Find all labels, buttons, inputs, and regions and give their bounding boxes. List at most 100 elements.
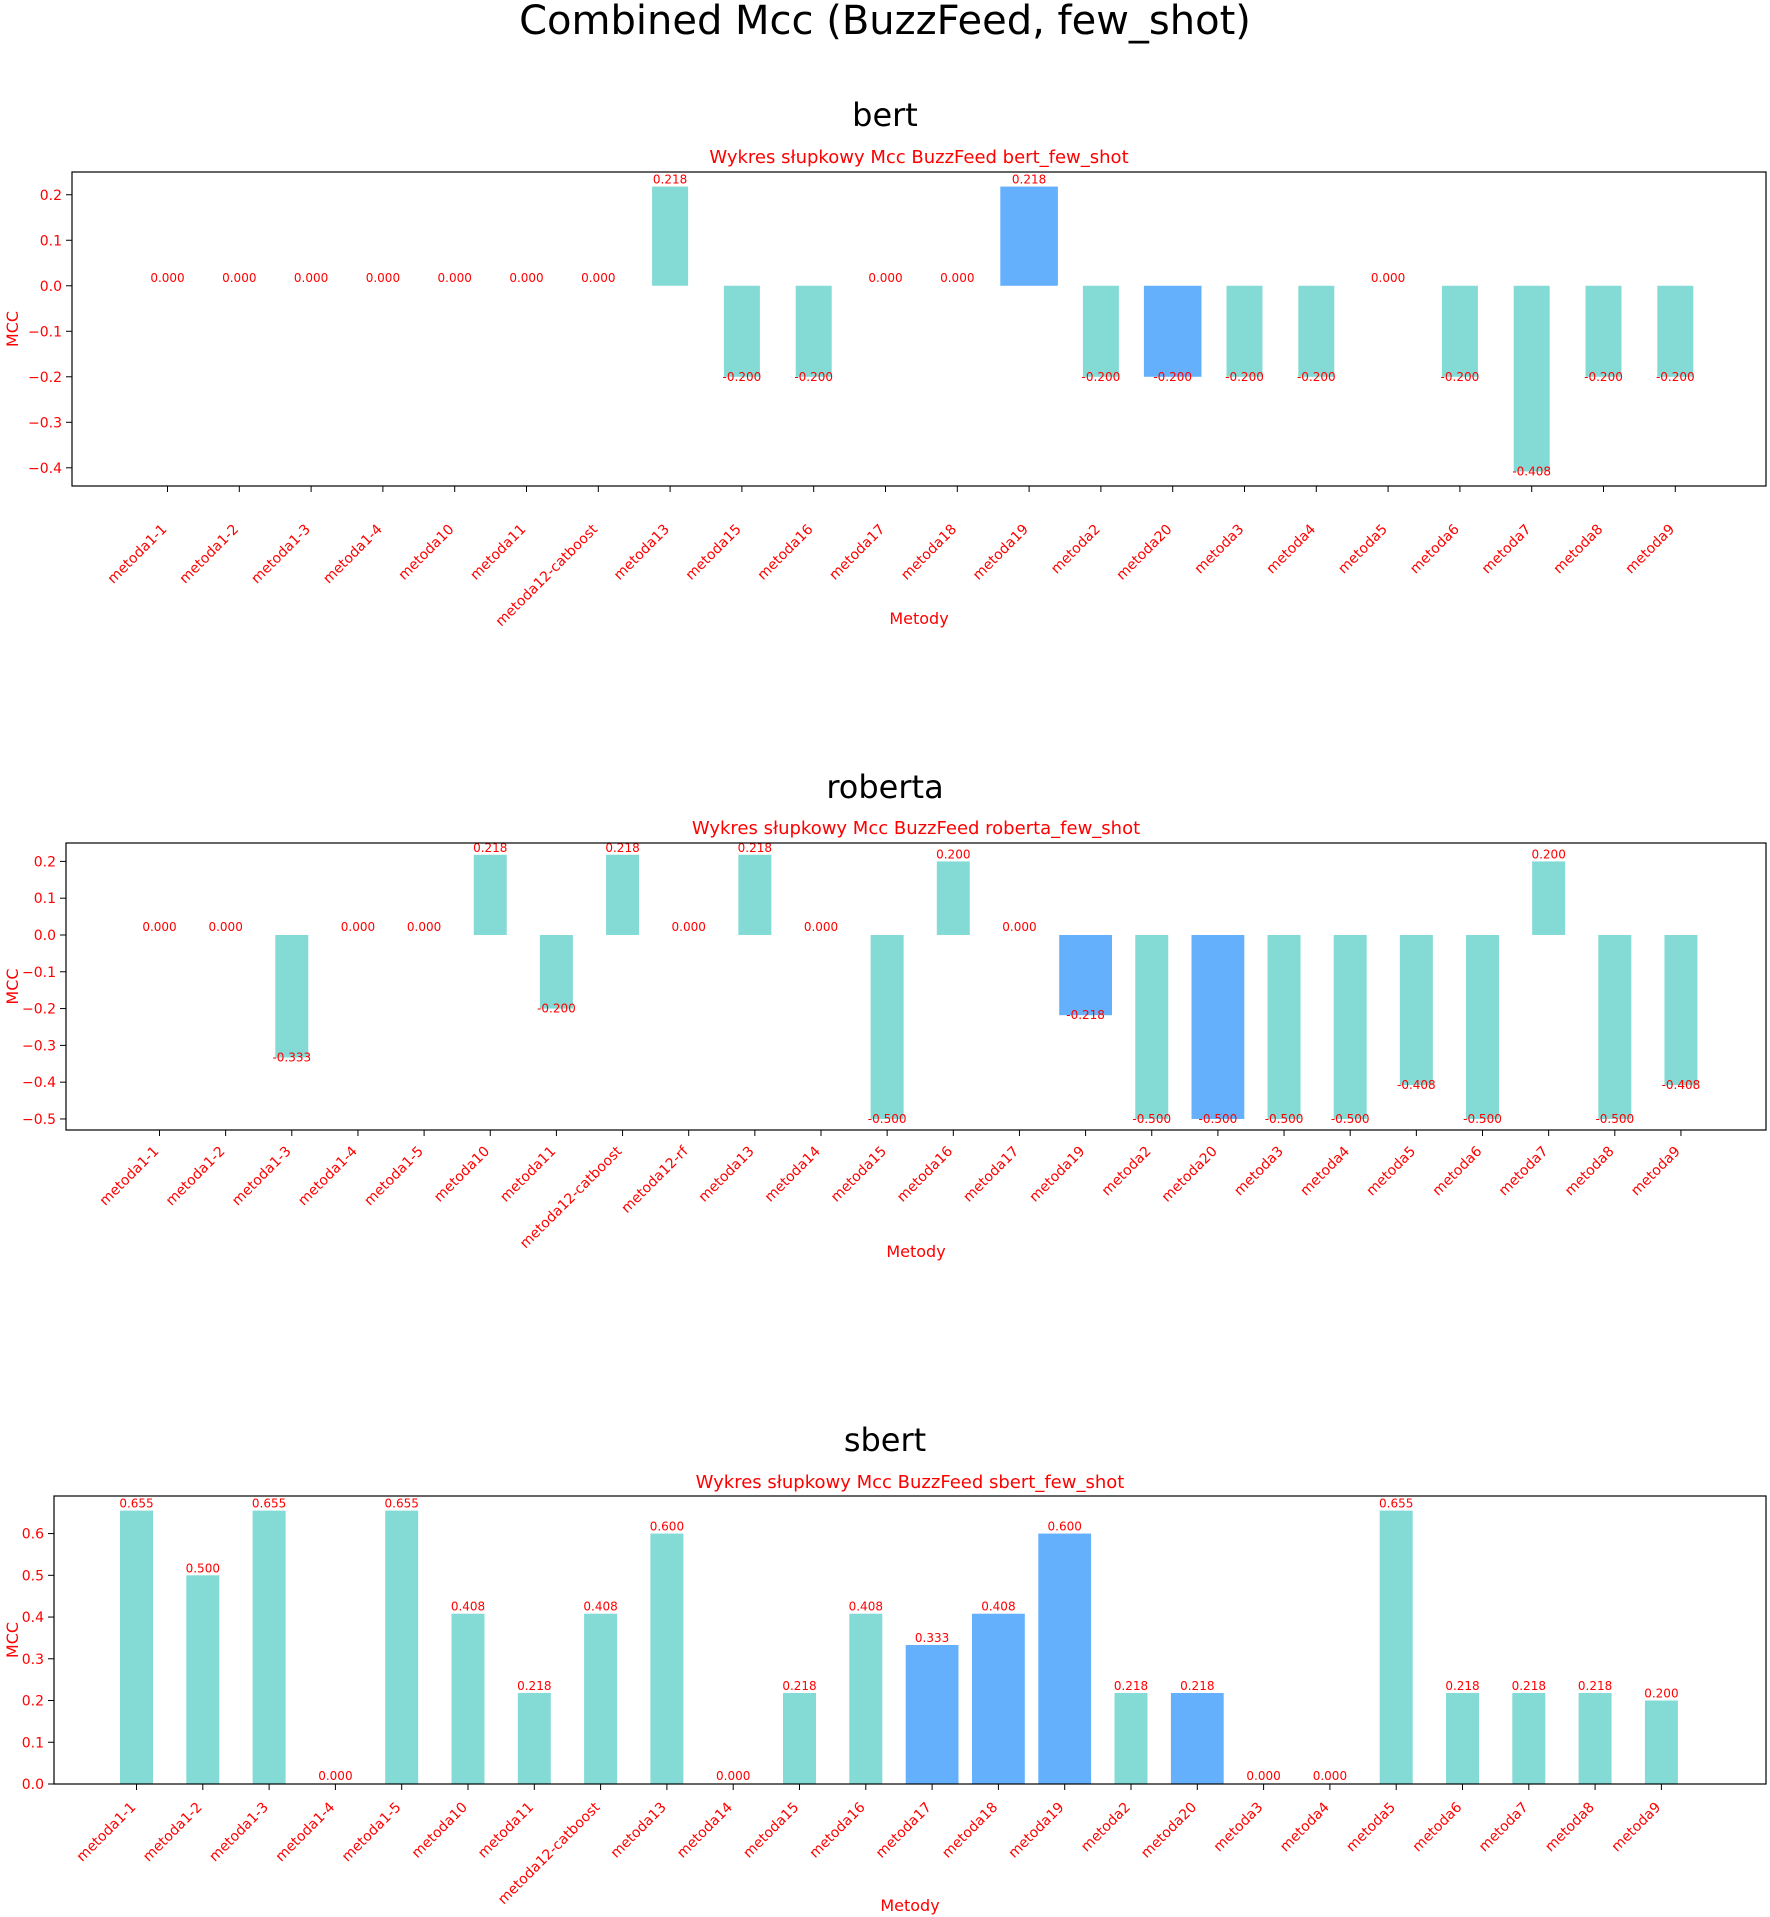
value-label-metoda12-catboost: 0.218 <box>605 841 639 855</box>
value-label-metoda19: 0.218 <box>1012 173 1046 187</box>
bar-metoda13 <box>652 186 689 286</box>
value-label-metoda16: 0.200 <box>936 847 970 861</box>
bar-metoda12-catboost <box>606 854 640 935</box>
value-label-metoda11: 0.218 <box>517 1679 551 1693</box>
value-label-metoda8: -0.200 <box>1584 370 1623 384</box>
panel-title-roberta: roberta <box>826 768 943 806</box>
x-tick-label-metoda19: metoda19 <box>970 522 1032 584</box>
value-label-metoda12-catboost: 0.408 <box>583 1600 617 1614</box>
value-label-metoda15: -0.200 <box>723 370 762 384</box>
value-label-metoda1-2: 0.000 <box>222 271 256 285</box>
figure-title: Combined Mcc (BuzzFeed, few_shot) <box>519 0 1251 44</box>
y-tick-label: 0.2 <box>40 188 62 204</box>
plot-frame <box>65 842 1767 1131</box>
bar-metoda9 <box>1644 1700 1678 1784</box>
value-label-metoda16: -0.200 <box>794 370 833 384</box>
x-tick-label-metoda15: metoda15 <box>828 1144 890 1206</box>
value-label-metoda5: 0.000 <box>1371 271 1405 285</box>
value-label-metoda20: -0.200 <box>1153 370 1192 384</box>
bar-metoda3 <box>1267 934 1301 1119</box>
x-tick-label-metoda20: metoda20 <box>1159 1144 1221 1206</box>
value-label-metoda10: 0.000 <box>438 271 472 285</box>
x-tick-label-metoda5: metoda5 <box>1364 1144 1420 1200</box>
value-label-metoda3: -0.500 <box>1265 1112 1304 1126</box>
bar-metoda15 <box>870 934 904 1119</box>
y-tick-label: −0.3 <box>28 415 62 431</box>
bar-metoda1-2 <box>186 1575 220 1784</box>
value-label-metoda15: 0.218 <box>782 1679 816 1693</box>
x-tick-label-metoda1-2: metoda1-2 <box>140 1800 206 1866</box>
value-label-metoda6: 0.218 <box>1445 1679 1479 1693</box>
y-tick-label: −0.4 <box>28 461 62 477</box>
x-tick-label-metoda14: metoda14 <box>674 1799 736 1861</box>
panel-title-sbert: sbert <box>844 1421 926 1459</box>
bar-metoda19 <box>1000 186 1058 286</box>
x-tick-label-metoda20: metoda20 <box>1114 522 1176 584</box>
x-tick-label-metoda11: metoda11 <box>467 522 529 584</box>
x-tick-label-metoda8: metoda8 <box>1542 1800 1598 1856</box>
bar-metoda1-3 <box>275 934 309 1058</box>
value-label-metoda7: 0.218 <box>1512 1679 1546 1693</box>
x-tick-label-metoda19: metoda19 <box>1026 1144 1088 1206</box>
x-tick-label-metoda1-3: metoda1-3 <box>248 522 314 588</box>
x-tick-label-metoda1-5: metoda1-5 <box>361 1144 427 1210</box>
y-tick-label: −0.2 <box>28 370 62 386</box>
value-label-metoda9: -0.408 <box>1662 1078 1701 1092</box>
bar-metoda7 <box>1513 285 1550 472</box>
x-tick-label-metoda1-4: metoda1-4 <box>273 1799 339 1865</box>
y-tick-label: 0.5 <box>22 1568 44 1584</box>
x-tick-label-metoda6: metoda6 <box>1407 521 1463 577</box>
value-label-metoda1-5: 0.655 <box>385 1497 419 1511</box>
bar-metoda16 <box>795 285 832 377</box>
value-label-metoda17: 0.000 <box>1002 920 1036 934</box>
value-label-metoda20: -0.500 <box>1199 1112 1238 1126</box>
value-label-metoda1-4: 0.000 <box>341 920 375 934</box>
y-tick-label: 0.0 <box>22 1777 44 1793</box>
value-label-metoda14: 0.000 <box>804 920 838 934</box>
value-label-metoda17: 0.000 <box>868 271 902 285</box>
value-label-metoda2: -0.200 <box>1082 370 1121 384</box>
bar-metoda4 <box>1333 934 1367 1119</box>
bar-metoda16 <box>849 1613 883 1784</box>
value-label-metoda1-5: 0.000 <box>407 920 441 934</box>
y-tick-label: −0.1 <box>22 965 56 981</box>
x-tick-label-metoda9: metoda9 <box>1622 522 1678 578</box>
x-tick-label-metoda1-1: metoda1-1 <box>105 522 171 588</box>
bar-metoda3 <box>1226 285 1263 377</box>
x-tick-label-metoda11: metoda11 <box>497 1144 559 1206</box>
x-tick-label-metoda1-3: metoda1-3 <box>229 1144 295 1210</box>
x-tick-label-metoda20: metoda20 <box>1138 1800 1200 1862</box>
x-tick-label-metoda7: metoda7 <box>1479 522 1535 578</box>
y-tick-label: −0.3 <box>22 1038 56 1054</box>
value-label-metoda14: 0.000 <box>716 1769 750 1783</box>
bar-metoda12-catboost <box>584 1613 618 1784</box>
bar-metoda8 <box>1578 1693 1612 1784</box>
y-tick-label: −0.4 <box>22 1075 56 1091</box>
x-tick-label-metoda12-rf: metoda12-rf <box>618 1143 692 1217</box>
x-tick-label-metoda18: metoda18 <box>898 522 960 584</box>
bar-metoda13 <box>738 854 772 935</box>
x-tick-label-metoda2: metoda2 <box>1078 1800 1134 1856</box>
y-tick-label: 0.1 <box>22 1735 44 1751</box>
value-label-metoda1-1: 0.000 <box>150 271 184 285</box>
value-label-metoda1-3: 0.000 <box>294 271 328 285</box>
y-tick-label: −0.1 <box>28 324 62 340</box>
bar-metoda9 <box>1657 285 1694 377</box>
x-tick-label-metoda2: metoda2 <box>1048 522 1104 578</box>
bar-metoda11 <box>517 1693 551 1784</box>
x-tick-label-metoda5: metoda5 <box>1343 1800 1399 1856</box>
bar-metoda6 <box>1466 934 1499 1119</box>
x-tick-label-metoda14: metoda14 <box>762 1143 824 1205</box>
y-tick-label: −0.5 <box>22 1112 56 1128</box>
value-label-metoda13: 0.218 <box>738 841 772 855</box>
chart-title: Wykres słupkowy Mcc BuzzFeed bert_few_sh… <box>709 147 1128 168</box>
bar-metoda1-1 <box>120 1510 153 1784</box>
x-tick-label-metoda17: metoda17 <box>826 522 888 584</box>
bar-metoda16 <box>936 861 970 935</box>
y-tick-label: 0.4 <box>22 1610 44 1626</box>
x-tick-label-metoda15: metoda15 <box>683 522 745 584</box>
x-tick-label-metoda1-2: metoda1-2 <box>177 522 243 588</box>
x-tick-label-metoda9: metoda9 <box>1628 1144 1684 1200</box>
value-label-metoda8: 0.218 <box>1578 1679 1612 1693</box>
